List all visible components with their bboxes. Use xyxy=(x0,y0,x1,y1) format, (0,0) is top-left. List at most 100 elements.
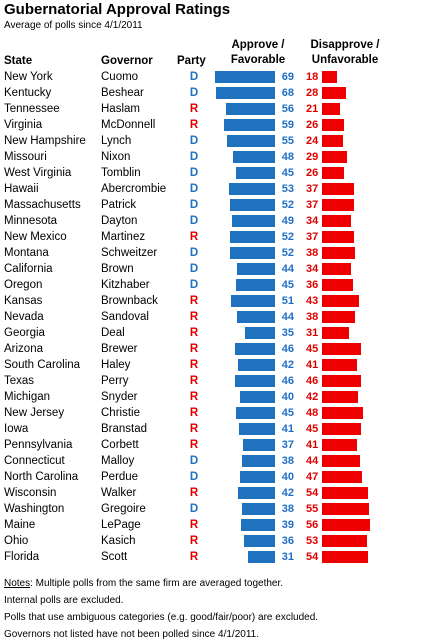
approve-value: 45 xyxy=(281,407,294,419)
disapprove-bar xyxy=(322,231,354,243)
disapprove-bar xyxy=(322,87,346,99)
state-name: Kentucky xyxy=(4,87,52,99)
disapprove-bar xyxy=(322,551,368,563)
disapprove-bar xyxy=(322,487,368,499)
governor-name: McDonnell xyxy=(101,119,156,131)
approve-value: 39 xyxy=(281,519,294,531)
approve-value: 38 xyxy=(281,455,294,467)
state-name: Montana xyxy=(4,247,49,259)
party-label: R xyxy=(189,519,199,531)
governor-name: Lynch xyxy=(101,135,132,147)
approve-value: 40 xyxy=(281,391,294,403)
table-row: Kentucky Beshear D 68 28 xyxy=(0,85,431,101)
disapprove-bar xyxy=(322,151,347,163)
disapprove-value: 26 xyxy=(306,119,319,131)
header-approve-line1: Approve / xyxy=(231,39,285,51)
disapprove-value: 38 xyxy=(306,311,319,323)
governor-name: Sandoval xyxy=(101,311,149,323)
approve-bar xyxy=(215,71,275,83)
party-label: D xyxy=(189,71,199,83)
disapprove-value: 41 xyxy=(306,359,319,371)
disapprove-bar xyxy=(322,407,363,419)
disapprove-bar xyxy=(322,119,344,131)
disapprove-value: 29 xyxy=(306,151,319,163)
governor-name: LePage xyxy=(101,519,141,531)
governor-name: Schweitzer xyxy=(101,247,158,259)
approve-bar xyxy=(241,519,275,531)
governor-name: Perry xyxy=(101,375,129,387)
party-label: R xyxy=(189,439,199,451)
party-label: D xyxy=(189,183,199,195)
disapprove-bar xyxy=(322,343,361,355)
approve-bar xyxy=(232,215,275,227)
disapprove-value: 34 xyxy=(306,263,319,275)
party-label: D xyxy=(189,167,199,179)
table-row: Nevada Sandoval R 44 38 xyxy=(0,309,431,325)
state-name: Michigan xyxy=(4,391,51,403)
approve-bar xyxy=(236,167,275,179)
approve-value: 42 xyxy=(281,359,294,371)
table-row: California Brown D 44 34 xyxy=(0,261,431,277)
approve-value: 38 xyxy=(281,503,294,515)
approve-bar xyxy=(235,375,275,387)
state-name: California xyxy=(4,263,53,275)
approve-value: 51 xyxy=(281,295,294,307)
approve-value: 36 xyxy=(281,535,294,547)
table-row: Michigan Snyder R 40 42 xyxy=(0,389,431,405)
state-name: Oregon xyxy=(4,279,43,291)
disapprove-value: 38 xyxy=(306,247,319,259)
state-name: Missouri xyxy=(4,151,47,163)
state-name: New York xyxy=(4,71,53,83)
party-label: D xyxy=(189,279,199,291)
state-name: New Hampshire xyxy=(4,135,86,147)
notes-line-1-text: : Multiple polls from the same firm are … xyxy=(30,578,284,589)
governor-name: Snyder xyxy=(101,391,138,403)
party-label: R xyxy=(189,535,199,547)
approve-bar xyxy=(230,199,275,211)
disapprove-value: 37 xyxy=(306,183,319,195)
table-row: Oregon Kitzhaber D 45 36 xyxy=(0,277,431,293)
disapprove-value: 37 xyxy=(306,199,319,211)
party-label: D xyxy=(189,471,199,483)
disapprove-value: 37 xyxy=(306,231,319,243)
approve-bar xyxy=(229,183,275,195)
party-label: R xyxy=(189,119,199,131)
header-state: State xyxy=(4,55,33,67)
governor-name: Brewer xyxy=(101,343,138,355)
disapprove-bar xyxy=(322,455,360,467)
chart-subtitle: Average of polls since 4/1/2011 xyxy=(4,20,143,31)
state-name: Minnesota xyxy=(4,215,58,227)
approve-value: 56 xyxy=(281,103,294,115)
governor-name: Scott xyxy=(101,551,128,563)
disapprove-bar xyxy=(322,423,361,435)
state-name: Ohio xyxy=(4,535,29,547)
party-label: R xyxy=(189,343,199,355)
party-label: R xyxy=(189,295,199,307)
state-name: Nevada xyxy=(4,311,44,323)
disapprove-value: 48 xyxy=(306,407,319,419)
header-approve: Approve / Favorable xyxy=(218,38,298,68)
approve-bar xyxy=(233,151,275,163)
disapprove-value: 24 xyxy=(306,135,319,147)
approve-bar xyxy=(227,135,275,147)
approve-bar xyxy=(230,231,275,243)
approve-value: 69 xyxy=(281,71,294,83)
table-row: Washington Gregoire D 38 55 xyxy=(0,501,431,517)
approve-bar xyxy=(236,407,275,419)
party-label: R xyxy=(189,231,199,243)
approve-value: 40 xyxy=(281,471,294,483)
notes-line-3: Polls that use ambiguous categories (e.g… xyxy=(4,612,319,623)
party-label: D xyxy=(189,135,199,147)
disapprove-bar xyxy=(322,311,355,323)
disapprove-bar xyxy=(322,135,343,147)
approve-bar xyxy=(245,327,275,339)
table-row: Ohio Kasich R 36 53 xyxy=(0,533,431,549)
party-label: R xyxy=(189,487,199,499)
table-row: Tennessee Haslam R 56 21 xyxy=(0,101,431,117)
approve-value: 52 xyxy=(281,199,294,211)
state-name: Connecticut xyxy=(4,455,65,467)
approve-bar xyxy=(240,471,275,483)
disapprove-value: 47 xyxy=(306,471,319,483)
approve-bar xyxy=(239,423,275,435)
party-label: D xyxy=(189,263,199,275)
